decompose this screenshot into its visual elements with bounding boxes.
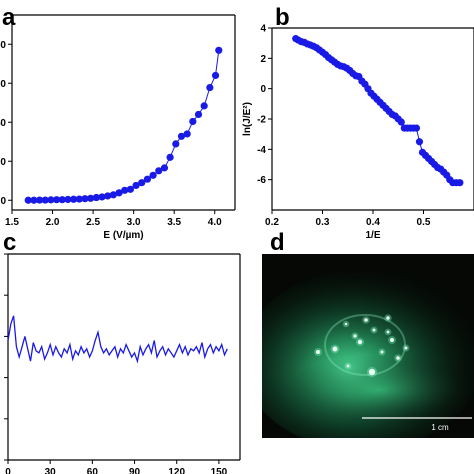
a-data-point — [41, 196, 49, 204]
a-data-point — [75, 195, 83, 203]
a-y-tick-label: 20 — [0, 157, 6, 168]
a-data-point — [149, 171, 157, 179]
emission-spot — [344, 322, 348, 326]
a-data-point — [132, 181, 140, 190]
a-data-point — [24, 196, 32, 204]
b-data-point — [456, 179, 464, 187]
emission-spot — [353, 334, 357, 338]
chart-c: 0306090120150Time (min) — [4, 253, 241, 474]
a-data-point — [30, 196, 38, 204]
c-x-tick-label: 90 — [129, 467, 141, 474]
emission-spot — [386, 316, 390, 320]
a-data-point — [53, 196, 61, 204]
a-data-point — [206, 83, 214, 92]
a-x-tick-label: 1.5 — [5, 217, 19, 228]
emission-spot — [357, 339, 363, 345]
emission-spot — [396, 356, 400, 360]
a-data-point — [109, 191, 117, 199]
c-x-tick-label: 120 — [168, 467, 185, 474]
b-y-tick-label: -6 — [257, 175, 266, 186]
b-x-tick-label: 0.2 — [265, 217, 279, 228]
a-data-point — [166, 153, 174, 161]
a-data-point — [58, 196, 66, 204]
a-data-point — [215, 46, 223, 54]
a-data-point — [155, 167, 163, 175]
a-y-tick-label: 40 — [0, 118, 6, 129]
b-y-tick-label: 0 — [260, 84, 266, 95]
a-y-tick-label: 0 — [0, 196, 6, 207]
a-data-point — [115, 189, 123, 197]
emission-spot — [372, 328, 376, 332]
chart-a: 1.5 2.0 2.5 3.0 3.5 4.0 0 20 40 60 80 E (V/µm) — [0, 14, 236, 241]
panel-letter-d: d — [270, 229, 285, 256]
a-data-point — [70, 195, 78, 203]
photo-emission-spots — [314, 314, 410, 378]
c-series-line — [7, 315, 228, 364]
a-data-point — [138, 179, 146, 187]
a-series-line — [28, 50, 220, 201]
a-data-point — [104, 192, 112, 200]
a-data-point — [194, 110, 203, 119]
a-x-axis-label: E (V/µm) — [103, 230, 143, 241]
b-x-axis-label: 1/E — [365, 230, 380, 241]
b-data-point — [415, 138, 424, 146]
emission-spot — [404, 346, 408, 350]
a-data-point — [126, 185, 134, 193]
b-x-tick-label: 0.5 — [417, 217, 431, 228]
emission-spot — [316, 350, 320, 354]
a-data-point — [87, 194, 95, 202]
panel-letter-c: c — [3, 229, 16, 256]
a-data-point — [211, 71, 220, 80]
a-x-tick-label: 2.0 — [46, 217, 60, 228]
emission-spot — [346, 364, 350, 368]
b-x-tick-label: 0.4 — [366, 217, 380, 228]
emission-spot — [386, 330, 390, 334]
a-data-point — [143, 175, 152, 183]
a-x-tick-label: 3.5 — [167, 217, 181, 228]
c-x-tick-label: 60 — [87, 467, 99, 474]
emission-spot — [380, 350, 384, 354]
emission-spot — [368, 368, 376, 376]
b-x-tick-label: 0.3 — [316, 217, 330, 228]
emission-spot — [332, 346, 338, 352]
a-x-tick-label: 2.5 — [86, 217, 100, 228]
a-data-point — [200, 102, 208, 110]
a-data-point — [172, 140, 180, 148]
a-data-point — [160, 164, 169, 172]
photo-haze — [285, 355, 474, 425]
b-y-tick-label: -2 — [257, 115, 266, 126]
photo-panel: 1 cm — [262, 254, 474, 438]
b-y-tick-label: 4 — [260, 24, 266, 35]
b-y-tick-label: -4 — [257, 145, 266, 156]
a-y-tick-label: 80 — [0, 40, 6, 51]
a-data-point — [189, 117, 197, 126]
b-data-point — [412, 124, 421, 132]
emission-spot — [390, 338, 394, 342]
a-data-point — [47, 196, 55, 204]
panel-letter-b: b — [275, 4, 290, 31]
a-data-point — [92, 193, 100, 202]
emission-spot — [364, 318, 368, 322]
a-x-tick-label: 3.0 — [127, 217, 141, 228]
a-data-point — [64, 195, 72, 204]
a-data-point — [98, 193, 106, 201]
a-data-point — [177, 132, 186, 140]
a-x-tick-label: 4.0 — [208, 217, 222, 228]
c-x-tick-label: 150 — [211, 467, 228, 474]
c-x-tick-label: 30 — [45, 467, 57, 474]
a-data-point — [81, 195, 89, 203]
photo-ring — [324, 314, 406, 376]
a-data-point — [35, 196, 44, 204]
chart-b: 0.2 0.3 0.4 0.5 4 2 0 -2 -4 -6 1/E ln(J/E²) — [242, 24, 474, 241]
a-y-tick-label: 60 — [0, 79, 6, 90]
a-data-point — [121, 186, 129, 194]
b-y-tick-label: 2 — [260, 54, 266, 65]
c-x-tick-label: 0 — [5, 467, 11, 474]
b-data-point — [397, 118, 405, 126]
b-y-axis-label: ln(J/E²) — [242, 102, 253, 136]
a-data-point — [183, 130, 191, 138]
scale-bar-label: 1 cm — [431, 423, 449, 432]
panel-letter-a: a — [2, 4, 16, 31]
